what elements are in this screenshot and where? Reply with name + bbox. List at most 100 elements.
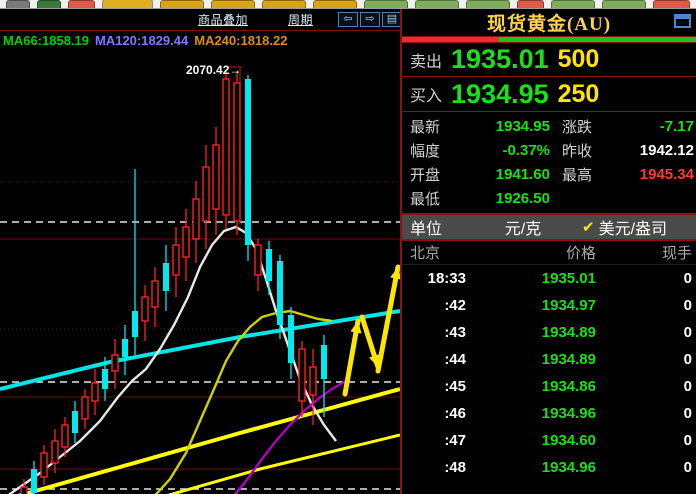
tick-price: 1934.60 bbox=[541, 432, 596, 449]
instrument-title-text: 现货黄金(AU) bbox=[486, 14, 612, 35]
candlestick-plot[interactable]: 2070.42→ bbox=[0, 49, 400, 494]
stat-value-left: 1941.60 bbox=[495, 165, 550, 183]
sell-price: 1935.01 bbox=[451, 44, 549, 74]
bookmark-tab-14[interactable] bbox=[653, 0, 690, 8]
bookmark-tab-13[interactable] bbox=[602, 0, 647, 8]
tick-header-price: 价格 bbox=[565, 245, 596, 262]
bookmark-tab-7[interactable] bbox=[313, 0, 358, 8]
candle-body bbox=[61, 424, 69, 448]
tick-volume: 0 bbox=[683, 405, 692, 422]
bookmark-tab-9[interactable] bbox=[415, 0, 460, 8]
bookmark-tab-6[interactable] bbox=[262, 0, 307, 8]
ma120-line bbox=[233, 379, 347, 494]
tick-row[interactable]: :48 1934.96 0 bbox=[402, 454, 696, 481]
tick-time: :45 bbox=[444, 378, 466, 395]
candle-body bbox=[132, 311, 138, 337]
unit-option-cny[interactable]: 元/克 bbox=[504, 221, 542, 238]
tick-row[interactable]: :46 1934.96 0 bbox=[402, 400, 696, 427]
tick-row[interactable]: :45 1934.86 0 bbox=[402, 373, 696, 400]
layout-grid-icon[interactable]: ▤ bbox=[382, 12, 400, 27]
candle-body bbox=[111, 354, 119, 372]
tick-row[interactable]: 18:33 1935.01 0 bbox=[402, 265, 696, 292]
overlay-commodity-link[interactable]: 商品叠加 bbox=[198, 13, 249, 27]
stat-row: 最新 1934.95 涨跌 -7.17 bbox=[402, 114, 696, 138]
buy-quote-row[interactable]: 买入 1934.95 250 bbox=[402, 77, 696, 112]
tick-row[interactable]: :42 1934.97 0 bbox=[402, 292, 696, 319]
sell-label: 卖出 bbox=[410, 53, 443, 71]
bookmark-tab-4[interactable] bbox=[160, 0, 205, 8]
bookmark-tab-1[interactable] bbox=[36, 0, 61, 8]
ma120-legend: MA120:1829.44 bbox=[95, 32, 189, 48]
candle-body bbox=[233, 82, 241, 222]
tick-volume: 0 bbox=[683, 378, 692, 395]
buy-sell-ratio-bar bbox=[402, 36, 696, 42]
quote-pane: 现货黄金(AU) 卖出 1935.01 500 买入 1934.95 250 最… bbox=[400, 9, 696, 494]
tick-volume: 0 bbox=[683, 459, 692, 476]
candle-body bbox=[192, 198, 200, 240]
stat-label-left: 开盘 bbox=[410, 166, 441, 184]
tick-price: 1934.96 bbox=[541, 405, 596, 422]
unit-label: 单位 bbox=[410, 221, 443, 238]
stat-value-right: 1942.12 bbox=[639, 141, 694, 159]
stat-value-left: -0.37% bbox=[502, 141, 550, 159]
stat-row: 最低 1926.50 bbox=[402, 186, 696, 210]
tick-row[interactable]: :47 1934.60 0 bbox=[402, 427, 696, 454]
bookmark-tab-11[interactable] bbox=[516, 0, 545, 8]
tick-price: 1934.86 bbox=[541, 378, 596, 395]
forecast-arrow-shaft bbox=[342, 318, 361, 397]
tick-volume: 0 bbox=[683, 324, 692, 341]
tick-header-volume: 现手 bbox=[661, 245, 692, 262]
bookmark-tab-0[interactable] bbox=[6, 0, 30, 8]
tick-volume: 0 bbox=[683, 432, 692, 449]
stat-value-right: -7.17 bbox=[659, 117, 694, 135]
tick-row[interactable]: :44 1934.89 0 bbox=[402, 346, 696, 373]
bookmark-tab-12[interactable] bbox=[551, 0, 596, 8]
stat-value-left: 1926.50 bbox=[495, 189, 550, 207]
tick-volume: 0 bbox=[683, 351, 692, 368]
bookmark-tab-3[interactable] bbox=[102, 0, 154, 8]
unit-selector-row[interactable]: 单位 元/克 ✔ 美元/盎司 bbox=[402, 215, 696, 241]
candle-body bbox=[254, 244, 262, 276]
stat-row: 幅度 -0.37% 昨收 1942.12 bbox=[402, 138, 696, 162]
chart-svg bbox=[0, 66, 400, 494]
restore-window-icon[interactable] bbox=[674, 14, 691, 28]
candle-body bbox=[222, 78, 230, 216]
next-arrow-icon[interactable]: ⇨ bbox=[360, 12, 380, 27]
candle-body bbox=[72, 411, 78, 433]
bookmark-tab-8[interactable] bbox=[364, 0, 409, 8]
forecast-arrow-shaft bbox=[375, 264, 400, 374]
bookmark-tab-5[interactable] bbox=[211, 0, 256, 8]
candle-body bbox=[277, 261, 283, 325]
period-link[interactable]: 周期 bbox=[288, 13, 314, 27]
tick-table-body[interactable]: 18:33 1935.01 0:42 1934.97 0:43 1934.89 0:44 19… bbox=[402, 265, 696, 481]
candle-body bbox=[31, 469, 37, 493]
tick-volume: 0 bbox=[683, 297, 692, 314]
sell-quantity: 500 bbox=[557, 45, 600, 73]
instrument-title: 现货黄金(AU) bbox=[402, 9, 696, 36]
tick-row[interactable]: :43 1934.89 0 bbox=[402, 319, 696, 346]
buy-label: 买入 bbox=[410, 88, 443, 105]
candle-body bbox=[20, 486, 28, 494]
candle-body bbox=[40, 452, 48, 478]
cyan-trend-line bbox=[0, 309, 400, 391]
tick-time: :42 bbox=[444, 297, 466, 314]
sell-quote-row[interactable]: 卖出 1935.01 500 bbox=[402, 42, 696, 77]
unit-option-usd[interactable]: 美元/盎司 bbox=[598, 221, 668, 238]
candle-body bbox=[212, 144, 220, 210]
chart-pane: 商品叠加 周期 ⇦ ⇨ ▤ MA66:1858.19 MA120:1829.44… bbox=[0, 9, 400, 494]
bookmark-tab-10[interactable] bbox=[466, 0, 510, 8]
candle-body bbox=[182, 226, 190, 258]
candle-body bbox=[81, 396, 89, 420]
tick-time: :47 bbox=[444, 432, 466, 449]
yellow-trend-line-2 bbox=[167, 433, 400, 494]
ma66-legend: MA66:1858.19 bbox=[3, 32, 89, 48]
browser-bookmark-strip[interactable] bbox=[0, 0, 696, 9]
prev-arrow-icon[interactable]: ⇦ bbox=[338, 12, 358, 27]
candle-body bbox=[151, 280, 159, 308]
candle-body bbox=[51, 440, 59, 464]
candle-body bbox=[163, 263, 169, 291]
bookmark-tab-2[interactable] bbox=[67, 0, 96, 8]
tick-volume: 0 bbox=[683, 270, 692, 287]
candle-body bbox=[172, 244, 180, 276]
candle-body bbox=[122, 339, 128, 357]
